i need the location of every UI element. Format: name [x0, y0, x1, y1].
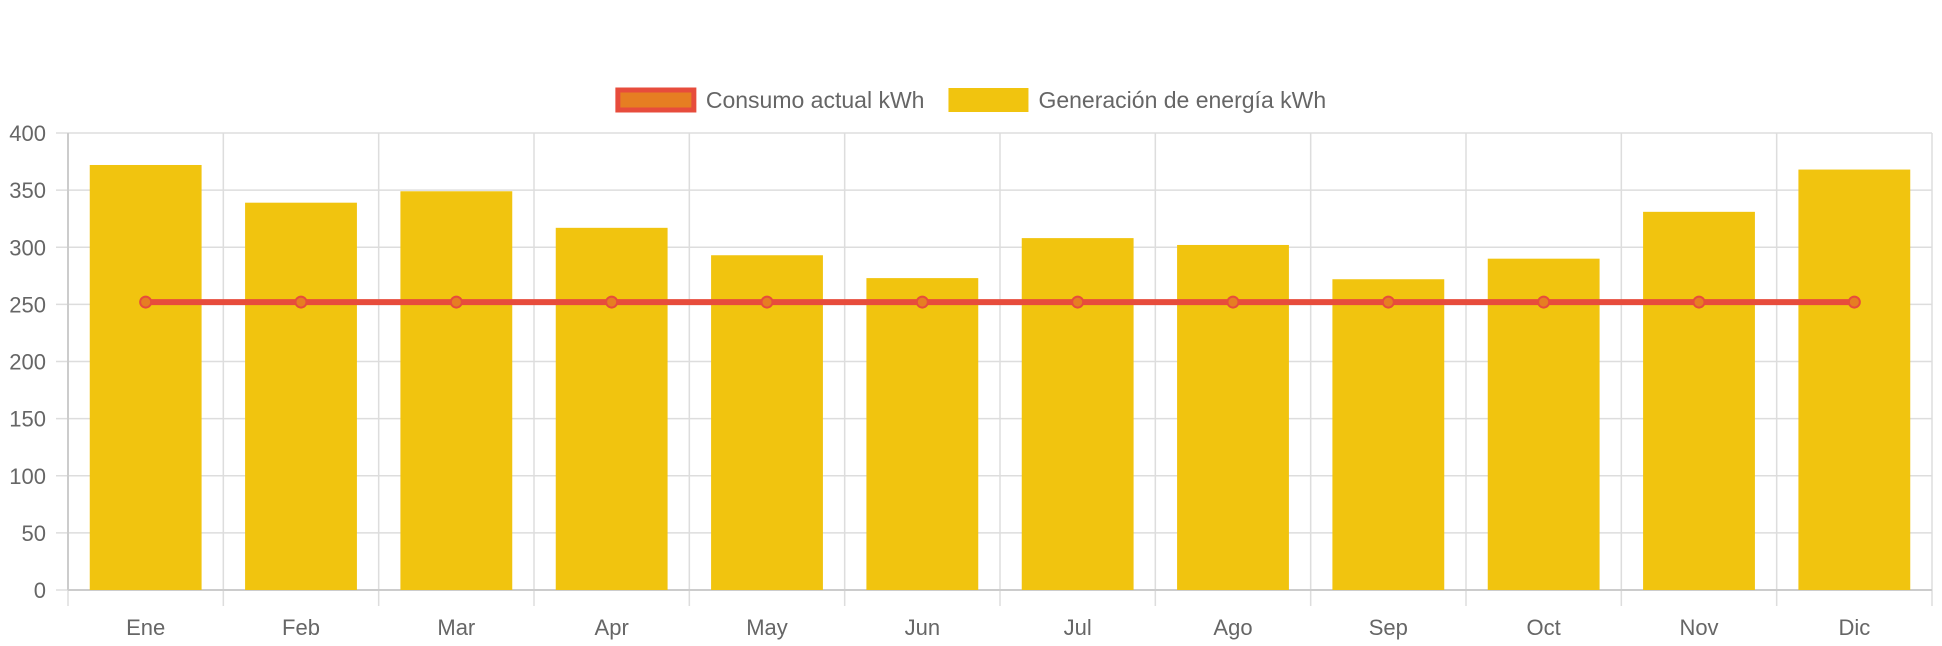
- y-tick-label: 100: [9, 464, 46, 489]
- bar: [1487, 258, 1600, 590]
- line-point: [449, 295, 463, 309]
- y-tick-label: 150: [9, 407, 46, 432]
- line-point: [1537, 295, 1551, 309]
- x-tick-label: Ene: [126, 615, 165, 640]
- line-series: [139, 295, 1861, 309]
- bar: [1798, 169, 1911, 590]
- bar: [245, 202, 357, 590]
- legend-swatch-generacion: [948, 88, 1029, 112]
- x-axis: Ene Feb Mar Apr May Jun Jul Ago Sep Oct Nov Dic: [67, 589, 1933, 640]
- x-tick-label: Feb: [282, 615, 320, 640]
- line-point: [760, 295, 774, 309]
- x-tick-label: Nov: [1679, 615, 1718, 640]
- bar: [1643, 211, 1755, 590]
- line-point: [294, 295, 308, 309]
- bar: [400, 191, 513, 590]
- x-tick-label: Jul: [1064, 615, 1092, 640]
- y-tick-label: 0: [34, 578, 46, 603]
- y-tick-label: 300: [9, 235, 46, 260]
- x-tick-label: Ago: [1213, 615, 1252, 640]
- y-tick-label: 250: [9, 292, 46, 317]
- line-point: [1847, 295, 1861, 309]
- x-tick-label: Jun: [905, 615, 940, 640]
- legend-label: Consumo actual kWh: [706, 87, 925, 113]
- x-tick-label: Dic: [1838, 615, 1870, 640]
- y-tick-label: 50: [22, 521, 46, 546]
- legend-label: Generación de energía kWh: [1038, 87, 1326, 113]
- line-point: [139, 295, 153, 309]
- x-tick-label: Apr: [595, 615, 629, 640]
- x-tick-label: Oct: [1527, 615, 1561, 640]
- line-point: [605, 295, 619, 309]
- bar: [89, 164, 202, 591]
- bar: [866, 278, 979, 590]
- y-tick-label: 350: [9, 178, 46, 203]
- bar: [1021, 238, 1134, 591]
- line-point: [915, 295, 929, 309]
- line-point: [1381, 295, 1395, 309]
- bar: [711, 255, 823, 590]
- legend-swatch-consumo: [615, 87, 697, 113]
- line-point: [1692, 295, 1706, 309]
- line-point: [1071, 295, 1085, 309]
- bar: [1332, 279, 1445, 590]
- y-axis: 0 50 100 150 200 250 300 350 400: [9, 121, 69, 603]
- line-point: [1226, 295, 1240, 309]
- x-tick-label: Sep: [1369, 615, 1408, 640]
- x-tick-label: Mar: [437, 615, 475, 640]
- bar: [555, 227, 668, 590]
- x-tick-label: May: [746, 615, 788, 640]
- y-tick-label: 400: [9, 121, 46, 146]
- y-tick-label: 200: [9, 350, 46, 375]
- chart-legend: Consumo actual kWh Generación de energía …: [615, 87, 1326, 113]
